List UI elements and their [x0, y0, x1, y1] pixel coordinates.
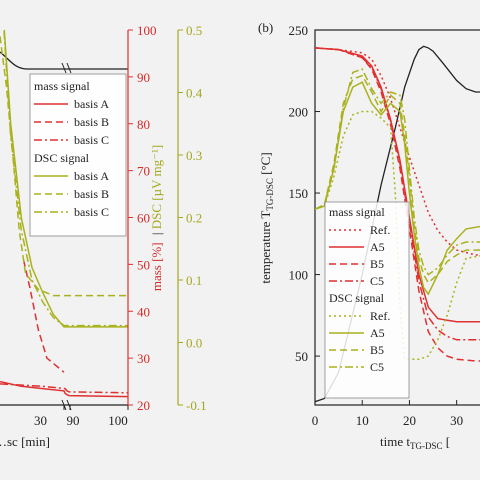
mass-tick-label: 50 [137, 257, 150, 272]
dsc-tick-label: 0.4 [186, 86, 203, 101]
right-series-dsc-a5 [315, 81, 480, 296]
left-legend-label: basis C [74, 205, 109, 219]
right-x-tick-label: 20 [403, 413, 416, 428]
left-legend-label: basis B [74, 115, 109, 129]
left-panel: 30 90 100 100 90 80 70 60 50 40 30 20 0.5 0.4 0.3 0.2 0.… [0, 23, 207, 449]
left-legend: mass signal basis A basis B basis C DSC sign… [29, 73, 127, 237]
left-ticks: 30 90 100 100 90 80 70 60 50 40 30 20 0.5 0.4 0.3 0.2 0.… [34, 23, 207, 428]
mass-tick-label: 40 [137, 304, 150, 319]
left-series-dsc-basis-a [3, 30, 128, 328]
dsc-axis-label: DSC [µV mg⁻¹] [149, 145, 164, 229]
left-legend-box [29, 73, 127, 237]
right-legend-box [324, 201, 410, 399]
left-y-axis-labels: mass [%] | DSC [µV mg⁻¹] [149, 145, 164, 291]
left-series-mass-basis-c [0, 383, 128, 394]
left-series-dsc-basis-c [3, 30, 128, 327]
right-series-mass-c5 [315, 47, 480, 341]
dsc-tick-label: 0.3 [186, 148, 202, 163]
right-y-tick-label: 250 [289, 23, 309, 38]
left-legend-label: basis C [74, 133, 109, 147]
left-temperature-line [0, 51, 128, 70]
right-legend-group-title: mass signal [329, 205, 385, 219]
mass-tick-label: 100 [137, 23, 157, 38]
left-legend-label: basis A [74, 169, 109, 183]
left-legend-group-title: mass signal [34, 79, 90, 93]
mass-tick-label: 80 [137, 117, 150, 132]
mass-axis-label: mass [%] [149, 242, 164, 291]
mass-tick-label: 60 [137, 211, 150, 226]
right-y-tick-label: 150 [289, 186, 309, 201]
left-legend-label: basis B [74, 187, 109, 201]
mass-tick-label: 20 [137, 398, 150, 413]
right-legend-label: C5 [370, 274, 384, 288]
right-series-dsc-b5 [315, 74, 480, 284]
right-legend-group-title: DSC signal [329, 291, 385, 305]
right-y-tick-label: 200 [289, 105, 309, 120]
right-legend-label: Ref. [370, 223, 390, 237]
right-legend: mass signal Ref. A5 B5 C5 DSC signal Ref. A5 B5 C… [324, 201, 410, 399]
left-series-mass-basis-a [0, 380, 128, 398]
right-x-axis-label: time tTG-DSC [ [380, 434, 450, 451]
left-x-tick-label: 100 [108, 413, 128, 428]
dsc-tick-label: 0.2 [186, 211, 202, 226]
right-plot-frame [314, 29, 480, 406]
right-legend-label: A5 [370, 326, 385, 340]
dsc-tick-label: -0.1 [186, 398, 207, 413]
dsc-tick-label: 0.0 [186, 336, 202, 351]
left-x-tick-label: 90 [67, 413, 80, 428]
left-x-axis-label: …sc [min] [0, 434, 50, 449]
right-y-tick-label: 50 [295, 349, 308, 364]
right-legend-label: B5 [370, 257, 384, 271]
right-legend-label: C5 [370, 360, 384, 374]
right-y-axis-label: temperature TTG-DSC [°C] [258, 152, 275, 283]
right-x-tick-label: 0 [312, 413, 319, 428]
right-legend-label: Ref. [370, 309, 390, 323]
left-series-mass-basis-b [22, 259, 65, 373]
dsc-tick-label: 0.5 [186, 23, 202, 38]
panel-label-b: (b) [258, 20, 273, 35]
right-x-tick-label: 10 [356, 413, 369, 428]
right-series-dsc-c5 [315, 68, 480, 276]
mass-tick-label: 70 [137, 164, 150, 179]
dsc-tick-label: 0.1 [186, 273, 202, 288]
right-x-tick-label: 30 [450, 413, 463, 428]
left-x-tick-label: 30 [34, 413, 47, 428]
axis-break-top [61, 62, 72, 74]
right-ticks: 0 10 20 30 250 200 150 100 50 [289, 23, 464, 428]
mass-tick-label: 90 [137, 70, 150, 85]
left-legend-label: basis A [74, 97, 109, 111]
left-plot-lines [0, 30, 128, 398]
right-legend-label: A5 [370, 240, 385, 254]
mass-tick-label: 30 [137, 351, 150, 366]
right-legend-label: B5 [370, 343, 384, 357]
right-panel: 0 10 20 30 250 200 150 100 50 (b) temperature TT… [258, 20, 480, 451]
right-series-dsc-ref- [315, 110, 480, 361]
left-legend-group-title: DSC signal [34, 151, 90, 165]
right-y-tick-label: 100 [289, 268, 309, 283]
